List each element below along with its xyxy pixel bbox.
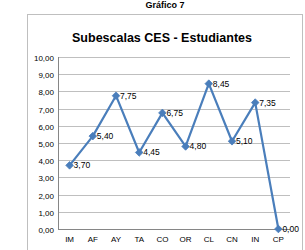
marker [112, 92, 120, 100]
y-tick-label: 2,00 [38, 192, 54, 201]
y-axis-line [58, 57, 59, 229]
y-tick-label: 1,00 [38, 209, 54, 218]
data-label: 4,45 [143, 147, 160, 157]
y-tick-label: 4,00 [38, 157, 54, 166]
data-label: 0,00 [282, 224, 299, 234]
series-line [70, 84, 279, 229]
x-tick-label: TA [134, 235, 144, 244]
data-label: 8,45 [213, 79, 230, 89]
data-label: 6,75 [166, 108, 183, 118]
x-tick-label: CL [204, 235, 215, 244]
y-tick-label: 7,00 [38, 106, 54, 115]
marker [135, 149, 143, 157]
chart-root: Gráfico 7 Subescalas CES - Estudiantes 0,0… [0, 0, 305, 250]
marker [205, 80, 213, 88]
marker [89, 132, 97, 140]
marker [251, 99, 259, 107]
data-label: 5,10 [236, 136, 253, 146]
data-label: 7,35 [259, 98, 276, 108]
grid-line [58, 195, 290, 196]
chart-svg: Gráfico 7 Subescalas CES - Estudiantes 0,0… [0, 0, 305, 250]
x-tick-label: CO [156, 235, 168, 244]
chart-title: Subescalas CES - Estudiantes [72, 31, 252, 45]
grid-line [58, 74, 290, 75]
y-tick-label: 10,00 [34, 54, 55, 63]
data-label: 5,40 [97, 131, 114, 141]
plot-group [66, 80, 282, 233]
marker [159, 109, 167, 117]
data-label: 7,75 [120, 91, 137, 101]
x-tick-label: AF [88, 235, 98, 244]
y-tick-label: 5,00 [38, 140, 54, 149]
grid-line [58, 57, 290, 58]
x-tick-label: AY [111, 235, 122, 244]
marker [275, 225, 283, 233]
grid-line [58, 160, 290, 161]
grid-line [58, 229, 290, 230]
y-tick-label: 8,00 [38, 88, 54, 97]
x-tick-label: CP [273, 235, 284, 244]
annotation: Gráfico 7 [145, 0, 184, 10]
grid-line [58, 126, 290, 127]
grid-line [58, 212, 290, 213]
data-label: 4,80 [190, 141, 207, 151]
y-tick-label: 3,00 [38, 174, 54, 183]
x-tick-label: IM [65, 235, 74, 244]
y-tick-label: 6,00 [38, 123, 54, 132]
grid-line [58, 177, 290, 178]
chart-frame [28, 15, 303, 250]
marker [228, 137, 236, 145]
grid-line [58, 91, 290, 92]
x-tick-label: CN [226, 235, 238, 244]
data-label: 3,70 [74, 160, 91, 170]
y-tick-label: 9,00 [38, 71, 54, 80]
x-axis-line [58, 229, 290, 230]
y-tick-label: 0,00 [38, 226, 54, 235]
marker [182, 143, 190, 151]
marker [66, 162, 74, 170]
x-tick-label: OR [180, 235, 192, 244]
grid-line [58, 143, 290, 144]
x-tick-label: IN [251, 235, 259, 244]
